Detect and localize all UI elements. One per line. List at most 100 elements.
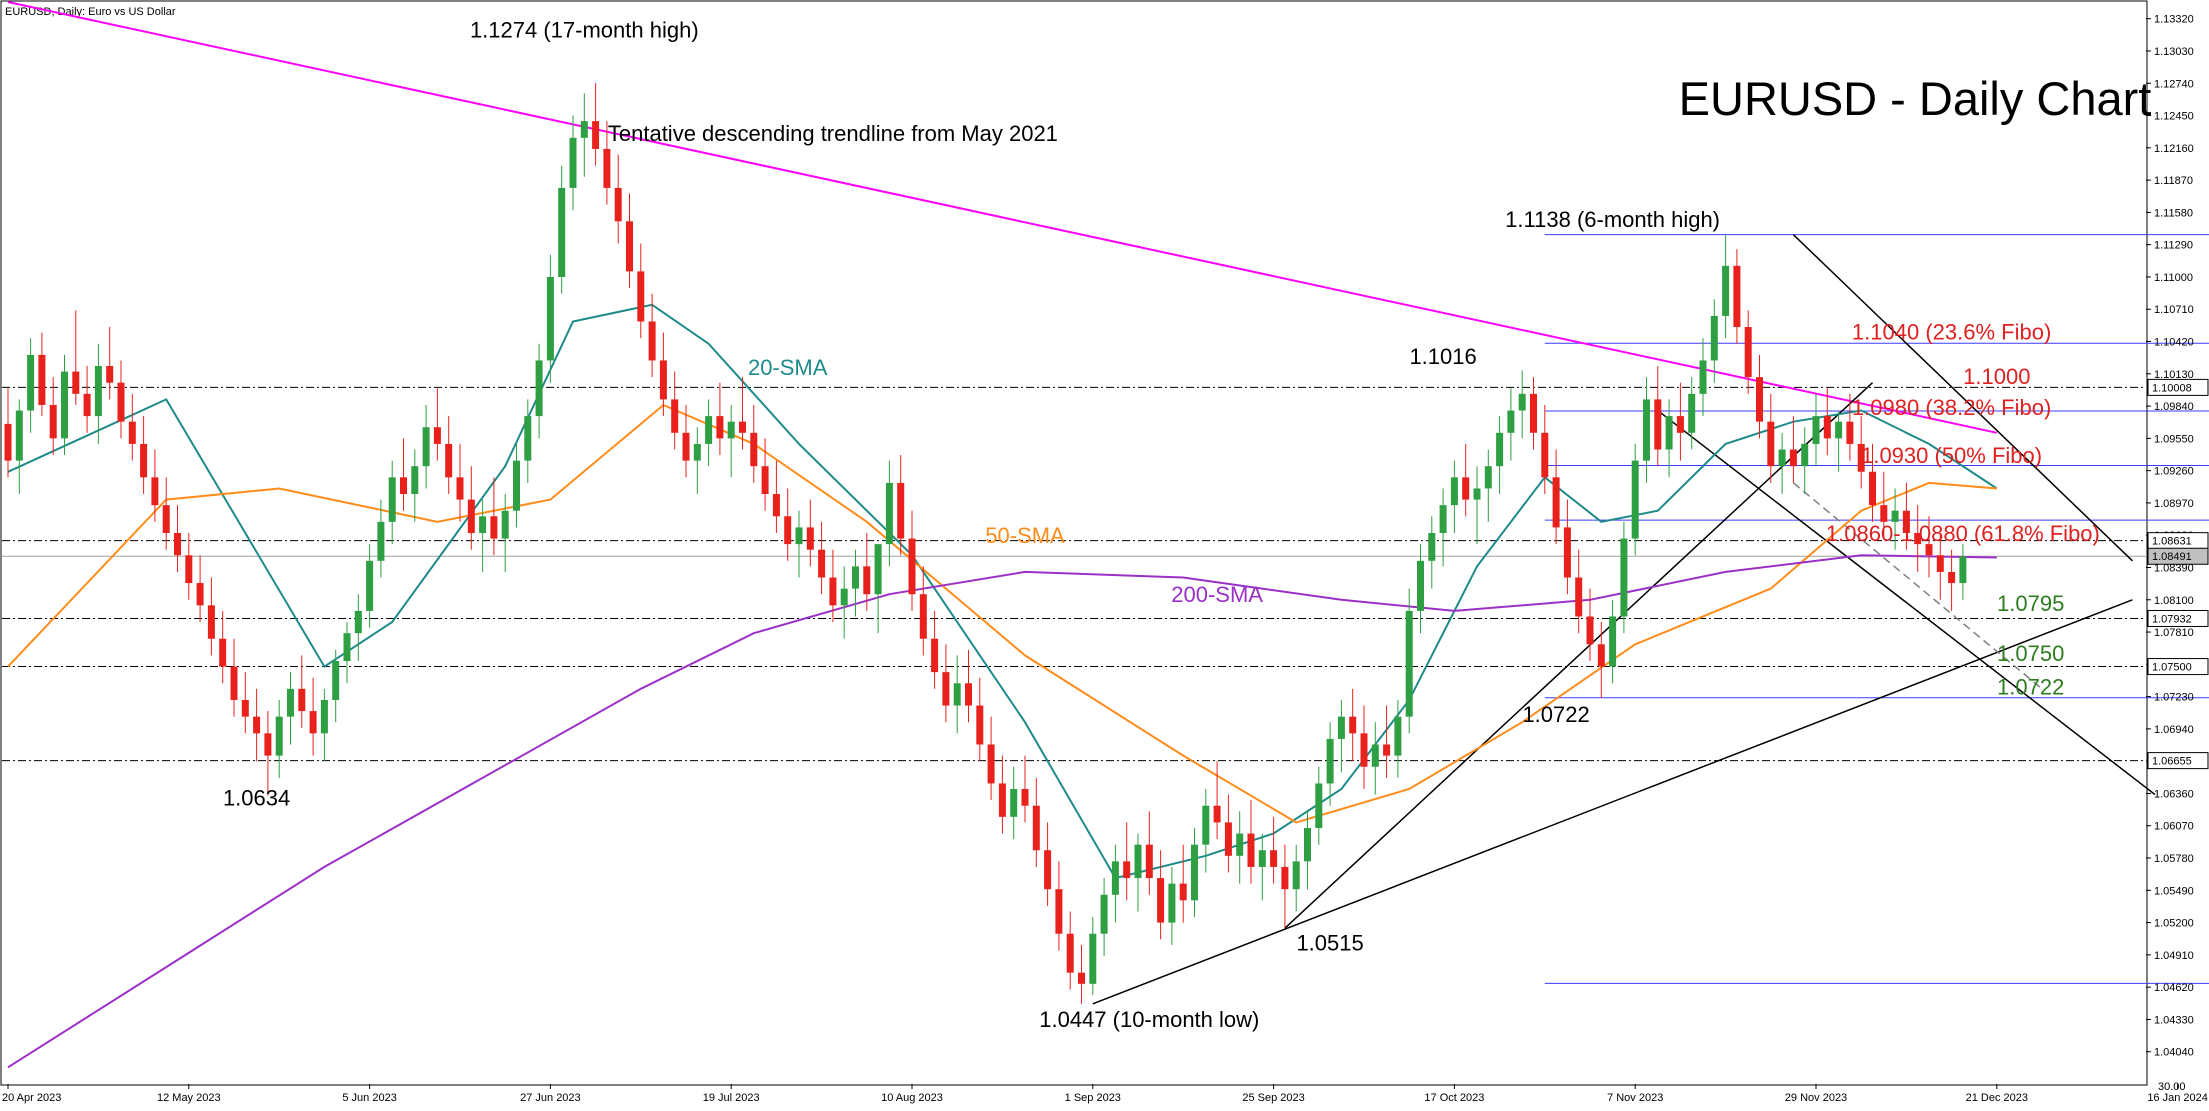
candle-body xyxy=(546,276,554,361)
candle-body xyxy=(354,610,362,634)
annotation: 1.1000 xyxy=(1963,364,2030,389)
candle-body xyxy=(1066,933,1074,973)
candle-body xyxy=(1609,616,1617,667)
channel-upper xyxy=(1792,234,2133,562)
x-tick-label: 29 Nov 2023 xyxy=(1785,1092,1847,1104)
candle-body xyxy=(445,443,453,478)
candle-body xyxy=(196,583,204,606)
y-tick-label: 1.11580 xyxy=(2154,207,2193,219)
candle-body xyxy=(580,121,588,138)
candle-body xyxy=(467,499,475,533)
annotation: 1.0930 (50% Fibo) xyxy=(1861,443,2042,468)
annotation: 50-SMA xyxy=(985,523,1065,548)
candle-body xyxy=(1902,510,1910,533)
candle-body xyxy=(83,393,91,417)
price-tag-box xyxy=(2147,658,2209,676)
candle-body xyxy=(818,549,826,578)
candle-body xyxy=(230,666,238,700)
x-tick-label: 16 Jan 2024 xyxy=(2147,1092,2208,1104)
candle-body xyxy=(806,527,814,550)
price-tag-box xyxy=(2147,609,2209,627)
x-tick-label: 20 Apr 2023 xyxy=(2,1092,61,1104)
candle-body xyxy=(1518,393,1526,411)
y-tick-label: 1.12160 xyxy=(2154,143,2194,155)
candle-body xyxy=(603,148,611,188)
candle-body xyxy=(411,466,419,495)
y-tick-label: 1.05490 xyxy=(2154,885,2194,897)
price-axis[interactable]: 1.13320 1.13030 1.12740 1.12450 1.12160 1.118… xyxy=(2146,14,2209,1059)
annotation: 1.1016 xyxy=(1409,344,1476,369)
candle-body xyxy=(840,588,848,606)
candle-body xyxy=(377,521,385,561)
candle-body xyxy=(275,716,283,756)
candle-body xyxy=(1496,432,1504,467)
candle-body xyxy=(1676,416,1684,433)
candle-body xyxy=(908,538,916,595)
annotation: 1.1040 (23.6% Fibo) xyxy=(1852,319,2051,344)
candle-body xyxy=(400,477,407,495)
candle-body xyxy=(953,683,961,706)
candle-body xyxy=(1292,861,1300,890)
x-tick-label: 17 Oct 2023 xyxy=(1424,1092,1484,1104)
candle-body xyxy=(1417,560,1424,611)
price-tag-box xyxy=(2147,752,2209,770)
candle-body xyxy=(637,271,645,322)
candle-body xyxy=(1710,315,1718,361)
candle-body xyxy=(185,555,193,584)
candle-body xyxy=(1281,866,1289,890)
candle-body xyxy=(750,432,758,467)
y-tick-label: 1.05200 xyxy=(2154,918,2194,930)
candle-body xyxy=(332,660,340,700)
candle-body xyxy=(626,221,633,272)
candle-body xyxy=(1552,477,1560,528)
annotation: 20-SMA xyxy=(748,355,828,380)
x-tick-label: 27 Jun 2023 xyxy=(520,1092,581,1104)
price-tag-label: 1.06655 xyxy=(2152,756,2192,768)
candle-body xyxy=(1835,421,1843,439)
y-tick-label: 1.11870 xyxy=(2154,175,2193,187)
candle-body xyxy=(535,360,543,417)
dashed-projection xyxy=(1792,482,2043,690)
candle-body xyxy=(1586,616,1594,645)
y-tick-label: 1.11000 xyxy=(2154,272,2193,284)
chart-title: EURUSD - Daily Chart xyxy=(1679,72,2152,125)
price-tag-box xyxy=(2147,547,2209,565)
candle-body xyxy=(1473,488,1481,500)
candle-body xyxy=(569,137,577,188)
candle-body xyxy=(174,532,181,556)
candle-body xyxy=(1371,744,1379,767)
candle-body xyxy=(343,633,351,661)
candle-body xyxy=(1224,822,1232,856)
annotation: 200-SMA xyxy=(1171,582,1263,607)
x-tick-label: 25 Sep 2023 xyxy=(1242,1092,1304,1104)
candle-body xyxy=(1563,527,1571,578)
candle-body xyxy=(490,516,498,539)
candle-body xyxy=(1857,443,1865,472)
candle-body xyxy=(1021,789,1029,806)
annotation: Tentative descending trendline from May … xyxy=(608,121,1058,146)
candle-body xyxy=(1337,716,1345,739)
candle-body xyxy=(38,354,46,405)
fibonacci-retracement: 0.023.61.1040438.21.0979650.01.0930661.8… xyxy=(1544,234,2209,984)
y-tick-label: 1.04620 xyxy=(2154,982,2194,994)
annotation: 1.1138 (6-month high) xyxy=(1505,207,1720,232)
candle-body xyxy=(1744,327,1752,378)
candle-body xyxy=(1247,833,1255,867)
x-tick-label: 7 Nov 2023 xyxy=(1607,1092,1663,1104)
y-tick-label: 1.10710 xyxy=(2154,304,2194,316)
candle-body xyxy=(388,477,396,522)
candle-body xyxy=(117,382,125,422)
time-axis[interactable]: 20 Apr 2023 12 May 2023 5 Jun 2023 27 Jun 2… xyxy=(2,1084,2208,1104)
candle-body xyxy=(1620,538,1628,617)
candle-body xyxy=(1405,610,1413,717)
candle-body xyxy=(207,605,215,639)
candle-body xyxy=(72,371,80,394)
candle-body xyxy=(1812,416,1820,444)
price-tag-label: 1.07932 xyxy=(2152,613,2192,625)
candle-body xyxy=(94,366,102,417)
candle-body xyxy=(253,716,261,734)
y-tick-label: 1.06940 xyxy=(2154,724,2194,736)
axis-footer-label: 30.00 xyxy=(2158,1081,2186,1093)
candle-body xyxy=(987,744,995,784)
